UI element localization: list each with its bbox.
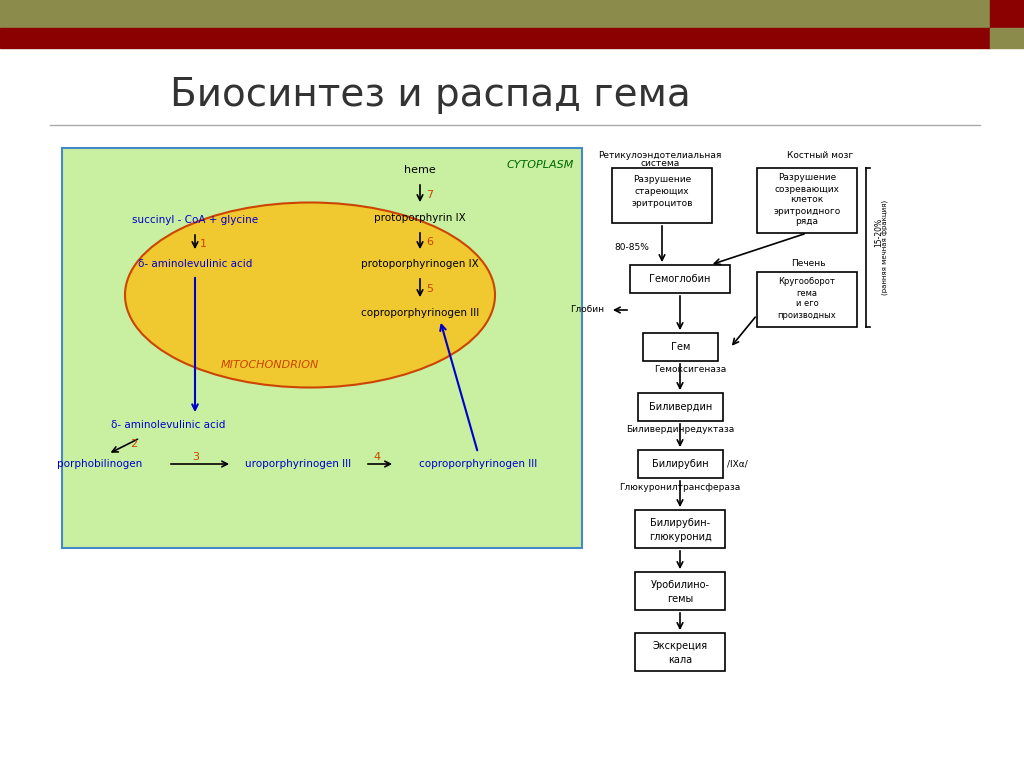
- Bar: [990, 28, 1024, 48]
- Text: Костный мозг: Костный мозг: [786, 151, 853, 160]
- Text: 3: 3: [193, 452, 200, 462]
- Text: 1: 1: [200, 239, 207, 249]
- Text: Гем: Гем: [671, 342, 690, 352]
- Text: Глюкуронилтрансфераза: Глюкуронилтрансфераза: [620, 482, 740, 492]
- Text: coproporphyrinogen III: coproporphyrinogen III: [360, 308, 479, 318]
- Text: глюкуронид: глюкуронид: [648, 532, 712, 542]
- Text: Гемоглобин: Гемоглобин: [649, 274, 711, 284]
- FancyBboxPatch shape: [638, 450, 723, 478]
- Ellipse shape: [125, 203, 495, 388]
- Text: 5: 5: [426, 284, 433, 294]
- Bar: [0, 0, 990, 28]
- Text: Экскреция: Экскреция: [652, 641, 708, 651]
- FancyBboxPatch shape: [630, 265, 730, 293]
- Text: CYTOPLASM: CYTOPLASM: [507, 160, 574, 170]
- Text: Ретикулоэндотелиальная: Ретикулоэндотелиальная: [598, 151, 722, 160]
- Text: Печень: Печень: [791, 259, 825, 267]
- FancyBboxPatch shape: [638, 393, 723, 421]
- Text: MITOCHONDRION: MITOCHONDRION: [221, 360, 319, 370]
- FancyBboxPatch shape: [643, 333, 718, 361]
- Text: гемы: гемы: [667, 594, 693, 604]
- Text: стареющих: стареющих: [635, 187, 689, 197]
- Text: protoporphyrin IX: protoporphyrin IX: [374, 213, 466, 223]
- Text: δ- aminolevulinic acid: δ- aminolevulinic acid: [111, 420, 225, 430]
- Text: Биосинтез и распад гема: Биосинтез и распад гема: [170, 76, 690, 114]
- Text: 6: 6: [426, 237, 433, 247]
- Text: protoporphyrinogen IX: protoporphyrinogen IX: [361, 259, 479, 269]
- Text: Уробилино-: Уробилино-: [650, 580, 710, 590]
- Text: 7: 7: [426, 190, 433, 200]
- Text: Кругооборот: Кругооборот: [778, 277, 836, 286]
- Text: гема: гема: [797, 289, 817, 297]
- Text: Разрушение: Разрушение: [778, 174, 837, 183]
- Text: /IXα/: /IXα/: [727, 459, 748, 468]
- Text: heme: heme: [404, 165, 436, 175]
- Text: кала: кала: [668, 655, 692, 665]
- Text: и его: и его: [796, 300, 818, 309]
- Text: succinyl - CoA + glycine: succinyl - CoA + glycine: [132, 215, 258, 225]
- FancyBboxPatch shape: [757, 272, 857, 327]
- Text: Билирубин: Билирубин: [652, 459, 709, 469]
- Text: эритроцитов: эритроцитов: [631, 200, 693, 208]
- Text: (ранняя мечная фракция): (ранняя мечная фракция): [882, 200, 889, 295]
- Text: uroporphyrinogen III: uroporphyrinogen III: [245, 459, 351, 469]
- Text: Биливердинредуктаза: Биливердинредуктаза: [626, 425, 734, 435]
- Text: Глобин: Глобин: [570, 306, 604, 315]
- Text: 15-20%: 15-20%: [874, 218, 883, 247]
- Text: 80-85%: 80-85%: [614, 243, 649, 253]
- Text: производных: производных: [777, 310, 837, 319]
- Text: 2: 2: [130, 439, 137, 449]
- Text: клеток: клеток: [791, 196, 823, 204]
- Text: ряда: ряда: [796, 217, 818, 227]
- FancyBboxPatch shape: [635, 510, 725, 548]
- Bar: [990, 0, 1024, 28]
- FancyBboxPatch shape: [635, 633, 725, 671]
- Text: система: система: [640, 158, 680, 167]
- Text: Гемоксигеназа: Гемоксигеназа: [654, 366, 727, 375]
- FancyBboxPatch shape: [757, 168, 857, 233]
- Text: Биливердин: Биливердин: [649, 402, 712, 412]
- FancyBboxPatch shape: [612, 168, 712, 223]
- Text: 4: 4: [374, 452, 381, 462]
- Text: coproporphyrinogen III: coproporphyrinogen III: [419, 459, 538, 469]
- Text: Разрушение: Разрушение: [633, 176, 691, 184]
- Text: porphobilinogen: porphobilinogen: [57, 459, 142, 469]
- Text: созревающих: созревающих: [774, 184, 840, 194]
- FancyBboxPatch shape: [62, 148, 582, 548]
- Bar: [0, 28, 990, 48]
- Text: δ- aminolevulinic acid: δ- aminolevulinic acid: [138, 259, 252, 269]
- Text: Билирубин-: Билирубин-: [650, 518, 710, 528]
- Text: эритроидного: эритроидного: [773, 207, 841, 216]
- FancyBboxPatch shape: [635, 572, 725, 610]
